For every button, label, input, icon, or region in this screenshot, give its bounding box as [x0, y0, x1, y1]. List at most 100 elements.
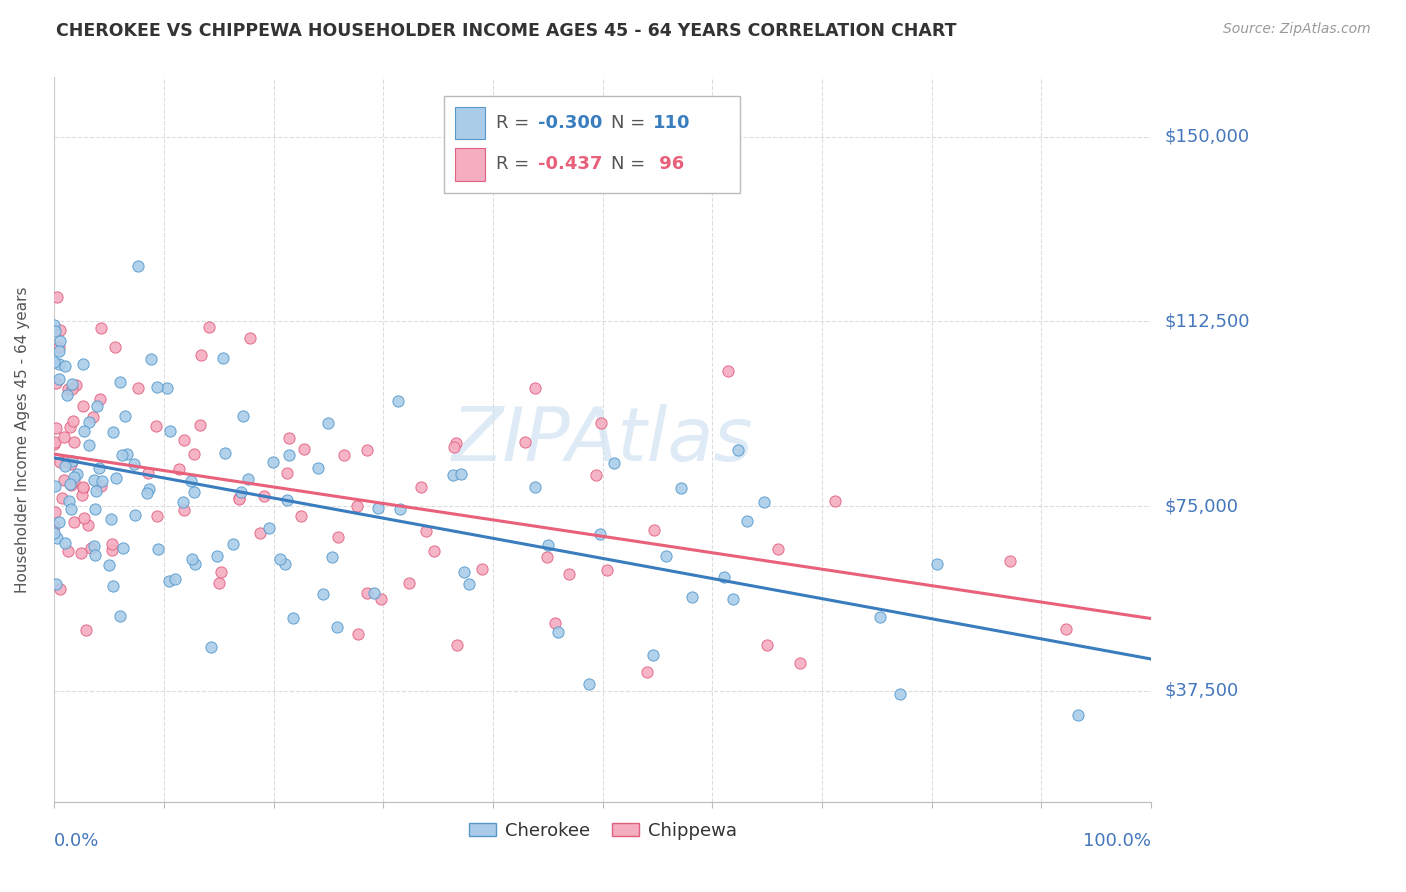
Point — [77, 517, 100, 532]
Point — [87, 460, 110, 475]
Point — [269, 551, 291, 566]
Point — [63, 475, 86, 489]
Point — [53, 430, 76, 444]
Point — [72, 399, 94, 413]
Point — [98, 558, 121, 573]
Point — [603, 456, 626, 470]
Point — [221, 536, 243, 550]
Point — [655, 549, 678, 564]
Point — [537, 538, 560, 552]
Point — [75, 623, 97, 637]
Point — [44, 354, 66, 368]
Point — [62, 515, 84, 529]
Point — [290, 508, 312, 523]
Point — [114, 409, 136, 423]
Point — [73, 511, 96, 525]
Point — [60, 454, 83, 468]
Point — [124, 508, 146, 522]
Point — [789, 657, 811, 671]
FancyBboxPatch shape — [444, 95, 740, 194]
Text: 96: 96 — [654, 155, 685, 173]
Point — [72, 480, 94, 494]
Point — [596, 563, 619, 577]
Point — [48, 343, 70, 358]
Point — [101, 536, 124, 550]
Point — [578, 677, 600, 691]
Point — [471, 562, 494, 576]
Point — [446, 435, 468, 450]
Text: $75,000: $75,000 — [1166, 497, 1239, 515]
Text: R =: R = — [496, 114, 536, 132]
Point — [72, 481, 94, 495]
Point — [346, 499, 368, 513]
Point — [281, 611, 304, 625]
Point — [65, 378, 87, 392]
Point — [183, 485, 205, 500]
Point — [111, 448, 134, 462]
Point — [165, 572, 187, 586]
Point — [44, 324, 66, 338]
Point — [681, 590, 703, 604]
Point — [44, 435, 66, 450]
Point — [356, 586, 378, 600]
Point — [86, 399, 108, 413]
Point — [127, 381, 149, 395]
Point — [48, 372, 70, 386]
Text: -0.300: -0.300 — [538, 114, 602, 132]
Point — [423, 543, 446, 558]
Point — [58, 494, 80, 508]
Point — [60, 382, 83, 396]
Point — [641, 648, 664, 662]
Point — [262, 455, 284, 469]
Point — [589, 527, 612, 541]
Point — [643, 523, 665, 537]
Point — [112, 541, 135, 555]
Text: -0.437: -0.437 — [538, 155, 602, 173]
Point — [754, 494, 776, 508]
Point — [83, 539, 105, 553]
Point — [190, 418, 212, 433]
Text: 0.0%: 0.0% — [55, 832, 100, 850]
Point — [59, 419, 82, 434]
Point — [56, 544, 79, 558]
Point — [925, 558, 948, 572]
Point — [446, 639, 468, 653]
Text: R =: R = — [496, 155, 536, 173]
Point — [44, 437, 66, 451]
Point — [211, 351, 233, 366]
Point — [276, 466, 298, 480]
Text: $37,500: $37,500 — [1166, 681, 1239, 700]
Point — [122, 457, 145, 471]
Point — [48, 357, 70, 371]
Point — [453, 565, 475, 579]
Point — [45, 421, 67, 435]
Point — [53, 535, 76, 549]
Point — [409, 480, 432, 494]
Point — [89, 392, 111, 406]
Point — [127, 259, 149, 273]
Point — [146, 542, 169, 557]
Point — [73, 424, 96, 438]
Point — [236, 472, 259, 486]
Point — [458, 577, 481, 591]
Point — [228, 491, 250, 505]
Point — [717, 364, 740, 378]
Point — [276, 492, 298, 507]
Point — [55, 454, 77, 468]
Point — [77, 416, 100, 430]
Point — [90, 478, 112, 492]
Point — [108, 376, 131, 390]
Text: 110: 110 — [654, 114, 690, 132]
Point — [44, 525, 66, 540]
Point — [278, 432, 301, 446]
Point — [214, 446, 236, 460]
Point — [253, 489, 276, 503]
Point — [83, 548, 105, 562]
Point — [44, 505, 66, 519]
Point — [363, 586, 385, 600]
Point — [398, 575, 420, 590]
Point — [727, 442, 749, 457]
Point — [173, 433, 195, 447]
Point — [183, 447, 205, 461]
Point — [558, 566, 581, 581]
